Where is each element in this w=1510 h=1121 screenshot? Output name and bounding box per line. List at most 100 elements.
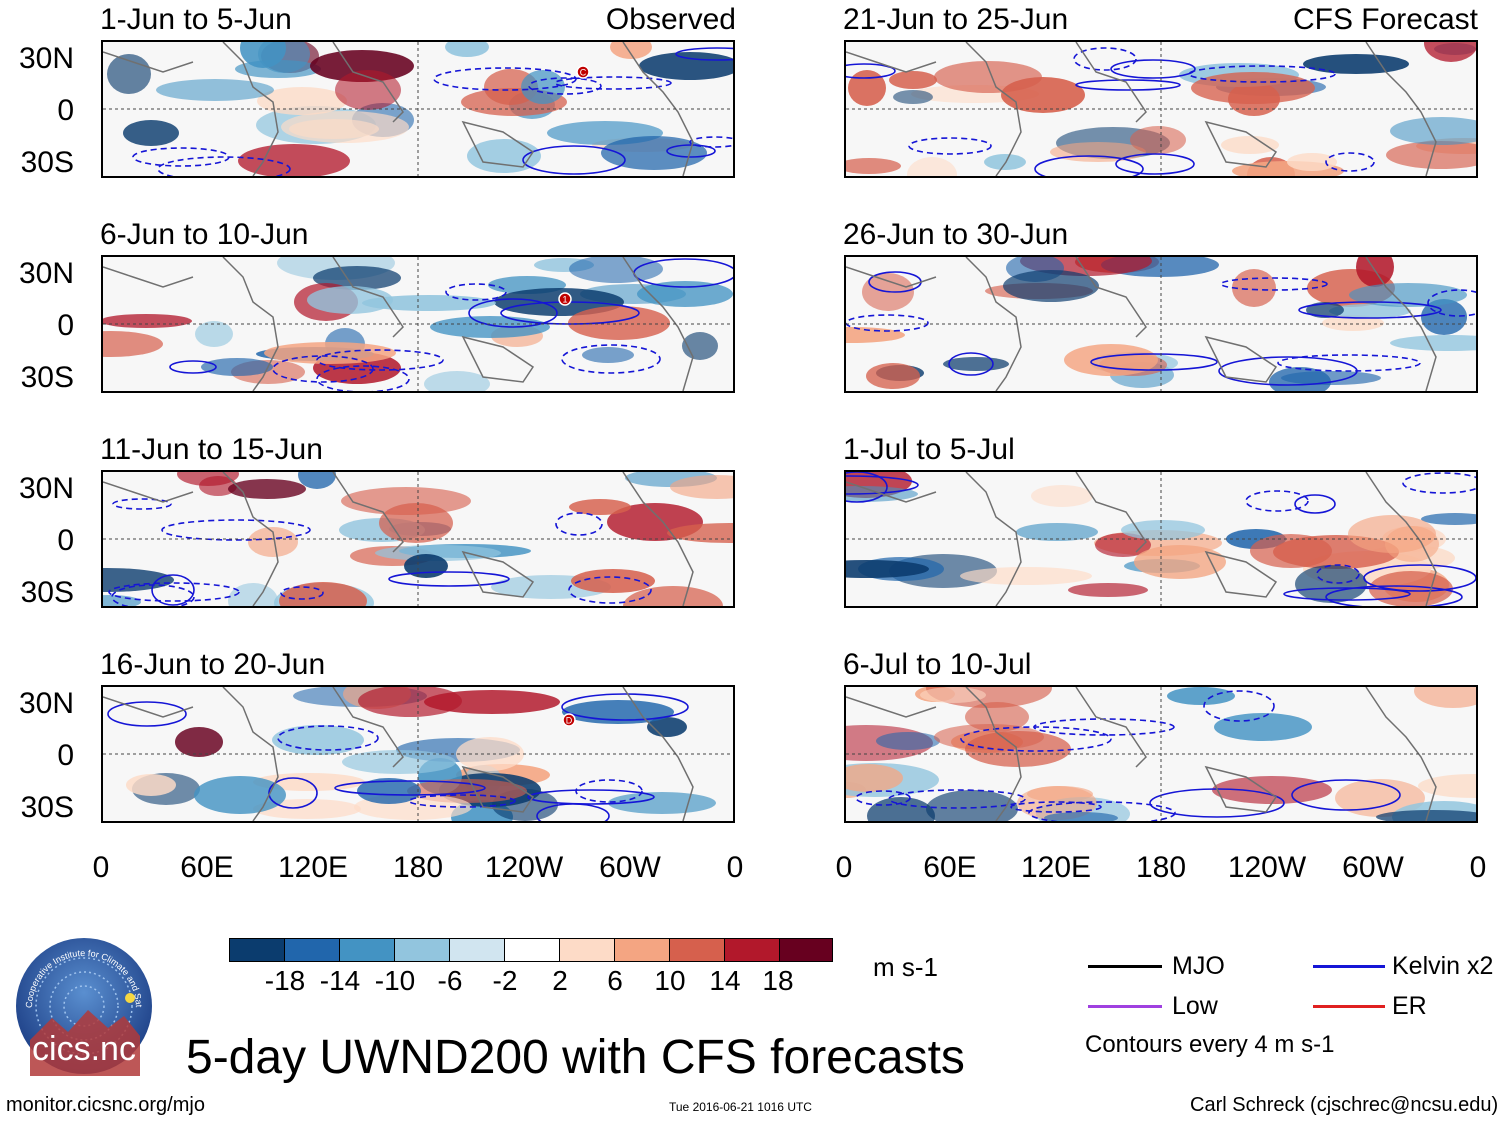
- cics-logo: Cooperative Institute for Climate and Sa…: [9, 928, 156, 1076]
- kelvin-contour: [132, 147, 230, 167]
- colorbar-swatch: [504, 938, 560, 962]
- anomaly-region: [920, 687, 986, 703]
- coastline: [1365, 687, 1437, 821]
- anomaly-region: [893, 90, 933, 104]
- anomaly-region: [639, 52, 733, 80]
- anomaly-region: [1064, 344, 1158, 376]
- kelvin-contour: [527, 789, 655, 805]
- anomaly-region: [375, 545, 501, 561]
- anomaly-region: [846, 158, 901, 174]
- panel-title: 26-Jun to 30-Jun: [843, 218, 1069, 251]
- kelvin-contour: [112, 498, 172, 510]
- kelvin-contour: [855, 790, 911, 806]
- legend-label-kelvin: Kelvin x2: [1392, 952, 1494, 980]
- storm-marker-label: 1: [562, 295, 567, 305]
- coastline: [332, 687, 404, 768]
- kelvin-contour: [1203, 690, 1275, 722]
- map-panel: C: [101, 40, 735, 178]
- anomaly-region: [934, 61, 1042, 93]
- anomaly-region: [1250, 534, 1332, 568]
- anomaly-region: [907, 157, 957, 176]
- coastline: [846, 51, 937, 73]
- anomaly-region: [1376, 810, 1476, 821]
- kelvin-contour: [1363, 564, 1476, 592]
- lat-label-eq: 0: [57, 309, 74, 342]
- anomaly-region: [1329, 304, 1411, 318]
- anomaly-region: [610, 42, 652, 59]
- anomaly-region: [103, 568, 174, 592]
- kelvin-contour: [1283, 587, 1411, 601]
- anomaly-region: [175, 727, 223, 757]
- coastline: [846, 696, 937, 718]
- anomaly-region: [358, 687, 462, 717]
- lon-label: 120W: [1227, 851, 1307, 884]
- coastline: [222, 687, 279, 821]
- coastline: [103, 51, 194, 73]
- legend-contour-note: Contours every 4 m s-1: [1085, 1031, 1335, 1058]
- map-field: [846, 257, 1476, 391]
- legend-line-kelvin: [1313, 965, 1385, 968]
- coastline: [222, 472, 279, 606]
- kelvin-contour: [316, 365, 410, 391]
- anomaly-region: [195, 321, 233, 347]
- anomaly-region: [582, 347, 634, 363]
- kelvin-contour: [1110, 59, 1196, 79]
- lat-label-30s: 30S: [20, 791, 74, 824]
- coastline: [461, 120, 535, 168]
- kelvin-contour: [445, 283, 507, 301]
- kelvin-contour: [468, 298, 558, 328]
- map-field: [846, 42, 1476, 176]
- coastline: [1365, 472, 1437, 606]
- map-field: 1: [103, 257, 733, 391]
- kelvin-contour: [846, 475, 919, 495]
- anomaly-region: [926, 790, 1018, 821]
- anomaly-region: [1287, 153, 1337, 171]
- anomaly-region: [281, 111, 409, 143]
- anomaly-region: [1232, 269, 1276, 307]
- panel-title: 6-Jul to 10-Jul: [843, 648, 1032, 681]
- kelvin-contour: [1028, 801, 1176, 821]
- kelvin-contour: [568, 576, 652, 604]
- map-field: C: [103, 42, 733, 176]
- anomaly-region: [867, 797, 935, 821]
- kelvin-contour: [1277, 354, 1421, 372]
- lon-label: 60E: [180, 851, 234, 884]
- anomaly-region: [848, 70, 886, 106]
- colorbar-swatch: [779, 938, 833, 962]
- kelvin-contour: [1010, 801, 1102, 813]
- lon-label: 60W: [599, 851, 661, 884]
- kelvin-contour: [1294, 494, 1336, 514]
- anomaly-region: [569, 257, 663, 283]
- coastline: [965, 687, 1022, 821]
- anomaly-region: [1295, 565, 1367, 603]
- coastline: [965, 472, 1022, 606]
- lon-label: 180: [1135, 851, 1187, 884]
- kelvin-contour: [408, 794, 516, 808]
- anomaly-region: [199, 476, 237, 496]
- anomaly-region: [310, 50, 414, 82]
- kelvin-contour: [846, 314, 929, 332]
- panel-title: 1-Jul to 5-Jul: [843, 433, 1015, 466]
- anomaly-region: [568, 306, 670, 340]
- kelvin-contour: [107, 701, 187, 727]
- anomaly-region: [866, 363, 920, 389]
- colorbar-swatch: [284, 938, 340, 962]
- lon-label: 0: [835, 851, 853, 884]
- coastline: [1075, 687, 1147, 768]
- lon-label: 0: [726, 851, 744, 884]
- colorbar-label: 18: [762, 965, 794, 996]
- coastline: [1075, 42, 1147, 123]
- kelvin-contour: [1291, 779, 1401, 811]
- kelvin-contour: [554, 76, 672, 90]
- anomaly-region: [335, 70, 401, 110]
- lon-label: 180: [392, 851, 444, 884]
- kelvin-contour: [1427, 289, 1476, 317]
- anomaly-region: [1031, 485, 1093, 507]
- lon-label: 120E: [277, 851, 349, 884]
- map-panel: [844, 685, 1478, 823]
- map-panel: [101, 470, 735, 608]
- coastline: [1075, 257, 1147, 338]
- coastline: [965, 257, 1022, 391]
- anomaly-region: [571, 569, 655, 593]
- kelvin-contour: [1034, 155, 1144, 176]
